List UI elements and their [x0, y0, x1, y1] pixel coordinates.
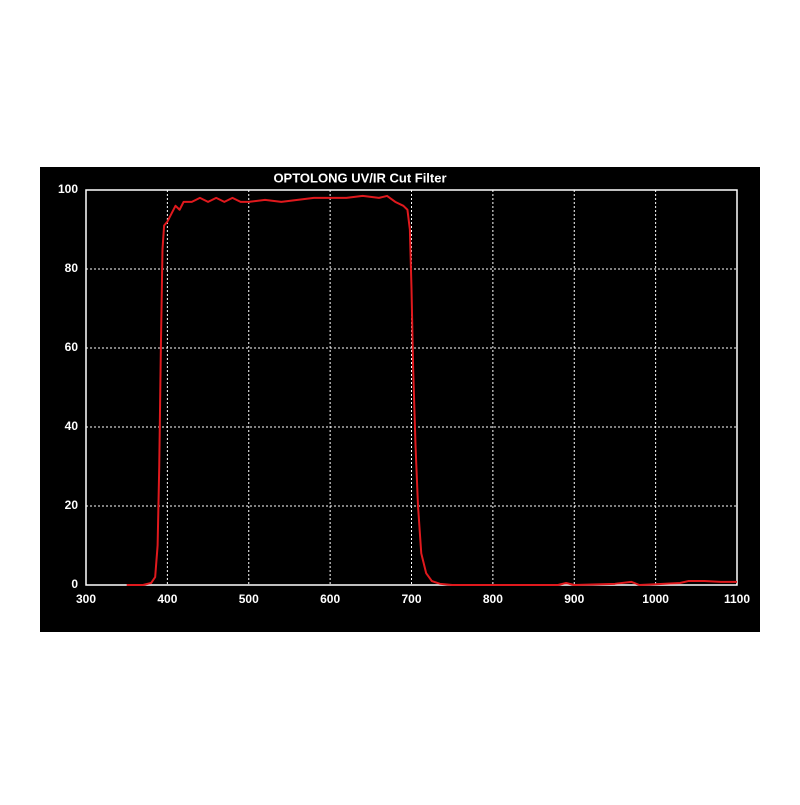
x-tick-label: 800 [483, 592, 503, 606]
y-tick-label: 40 [65, 419, 79, 433]
chart-title: OPTOLONG UV/IR Cut Filter [273, 170, 446, 185]
x-tick-label: 700 [401, 592, 421, 606]
panel [40, 167, 760, 632]
x-tick-label: 900 [564, 592, 584, 606]
x-tick-label: 300 [76, 592, 96, 606]
x-tick-label: 400 [157, 592, 177, 606]
data-line [126, 194, 737, 586]
x-tick-label: 1100 [724, 592, 750, 606]
y-tick-label: 0 [71, 577, 78, 591]
y-tick-label: 100 [58, 182, 78, 196]
y-tick-label: 20 [65, 498, 79, 512]
x-tick-label: 500 [239, 592, 259, 606]
y-tick-label: 80 [65, 261, 79, 275]
x-tick-label: 600 [320, 592, 340, 606]
x-tick-label: 1000 [642, 592, 669, 606]
plot-frame [85, 189, 738, 586]
y-tick-label: 60 [65, 340, 79, 354]
